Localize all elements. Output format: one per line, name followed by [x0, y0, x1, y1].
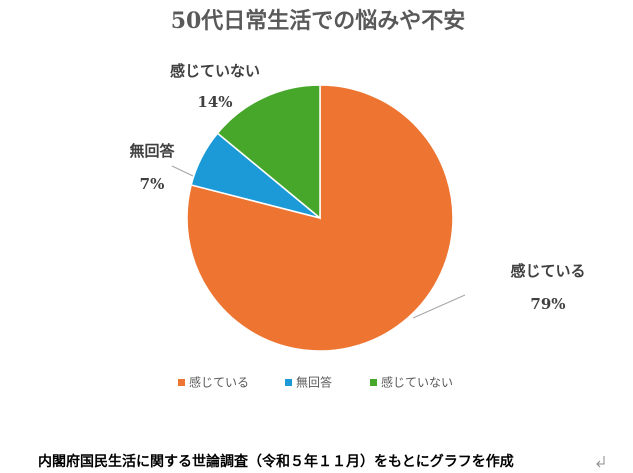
- data-label-name: 感じていない: [170, 62, 260, 80]
- data-label-value: 79%: [530, 295, 565, 313]
- data-label-name: 無回答: [129, 142, 175, 160]
- data-label-name: 感じている: [510, 262, 585, 280]
- return-mark: [596, 456, 605, 468]
- legend-label: 感じている: [189, 375, 249, 390]
- leader-line: [171, 165, 194, 177]
- caption: 内閣府国民生活に関する世論調査（令和５年１１月）をもとにグラフを作成: [38, 453, 514, 470]
- legend-swatch: [370, 379, 377, 386]
- pie-slice: [216, 84, 321, 220]
- legend-label: 感じていない: [381, 375, 453, 390]
- pie: [186, 84, 454, 352]
- legend-label: 無回答: [296, 375, 332, 390]
- data-label-value: 14%: [197, 93, 232, 111]
- data-label-value: 7%: [140, 175, 165, 193]
- legend-swatch: [178, 379, 185, 386]
- leader-line: [412, 294, 466, 319]
- chart-title: 50代日常生活での悩みや不安: [171, 8, 466, 34]
- legend-swatch: [285, 379, 292, 386]
